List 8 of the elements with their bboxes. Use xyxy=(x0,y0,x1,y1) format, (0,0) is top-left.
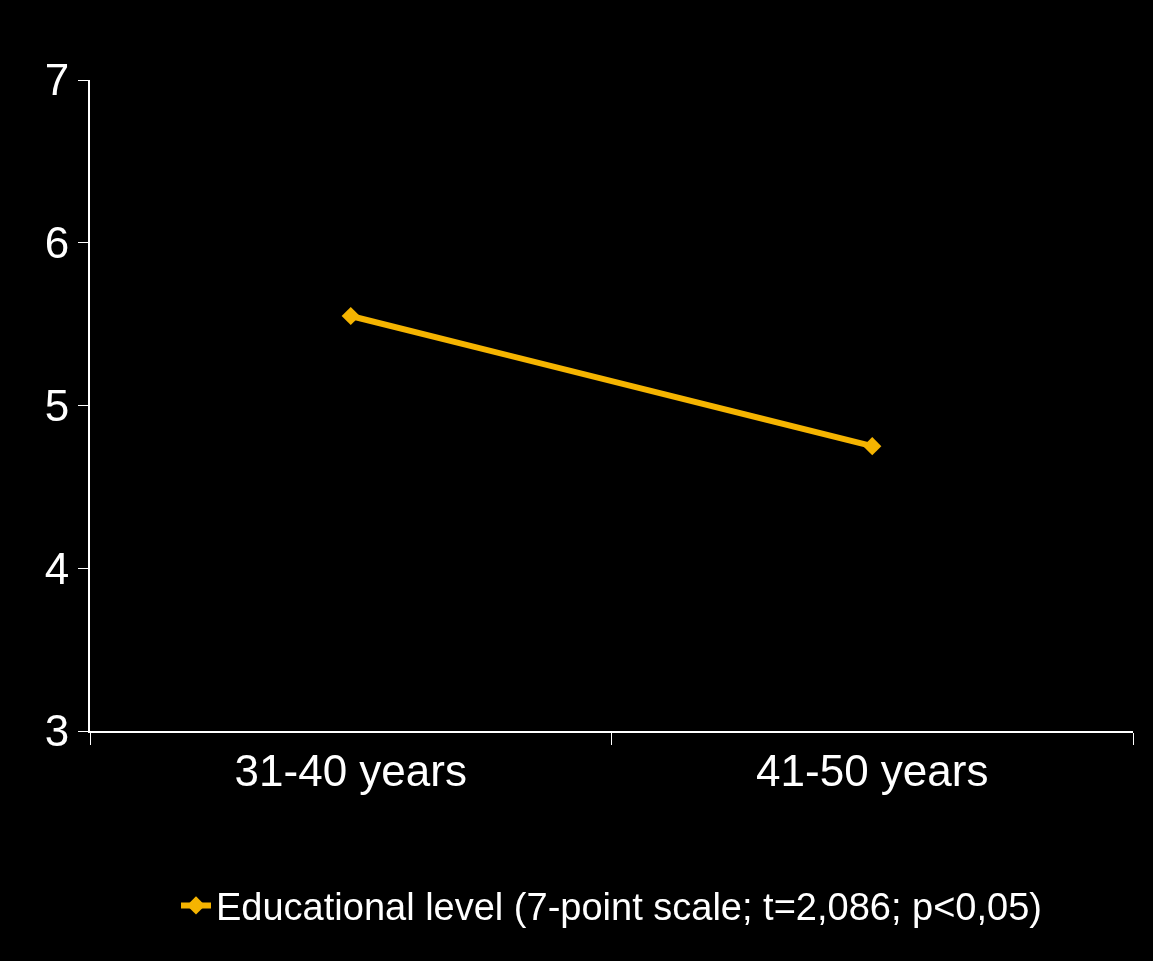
y-tick-label: 4 xyxy=(44,543,70,593)
y-tick-label: 3 xyxy=(44,706,70,756)
legend-label: Educational level (7-point scale; t=2,086; p<0,05) xyxy=(216,886,1042,929)
x-tick-label: 31-40 years xyxy=(234,745,467,795)
y-tick-label: 5 xyxy=(44,380,70,430)
y-tick-label: 6 xyxy=(44,218,70,268)
y-tick-label: 7 xyxy=(44,55,70,105)
x-tick-label: 41-50 years xyxy=(756,745,989,795)
